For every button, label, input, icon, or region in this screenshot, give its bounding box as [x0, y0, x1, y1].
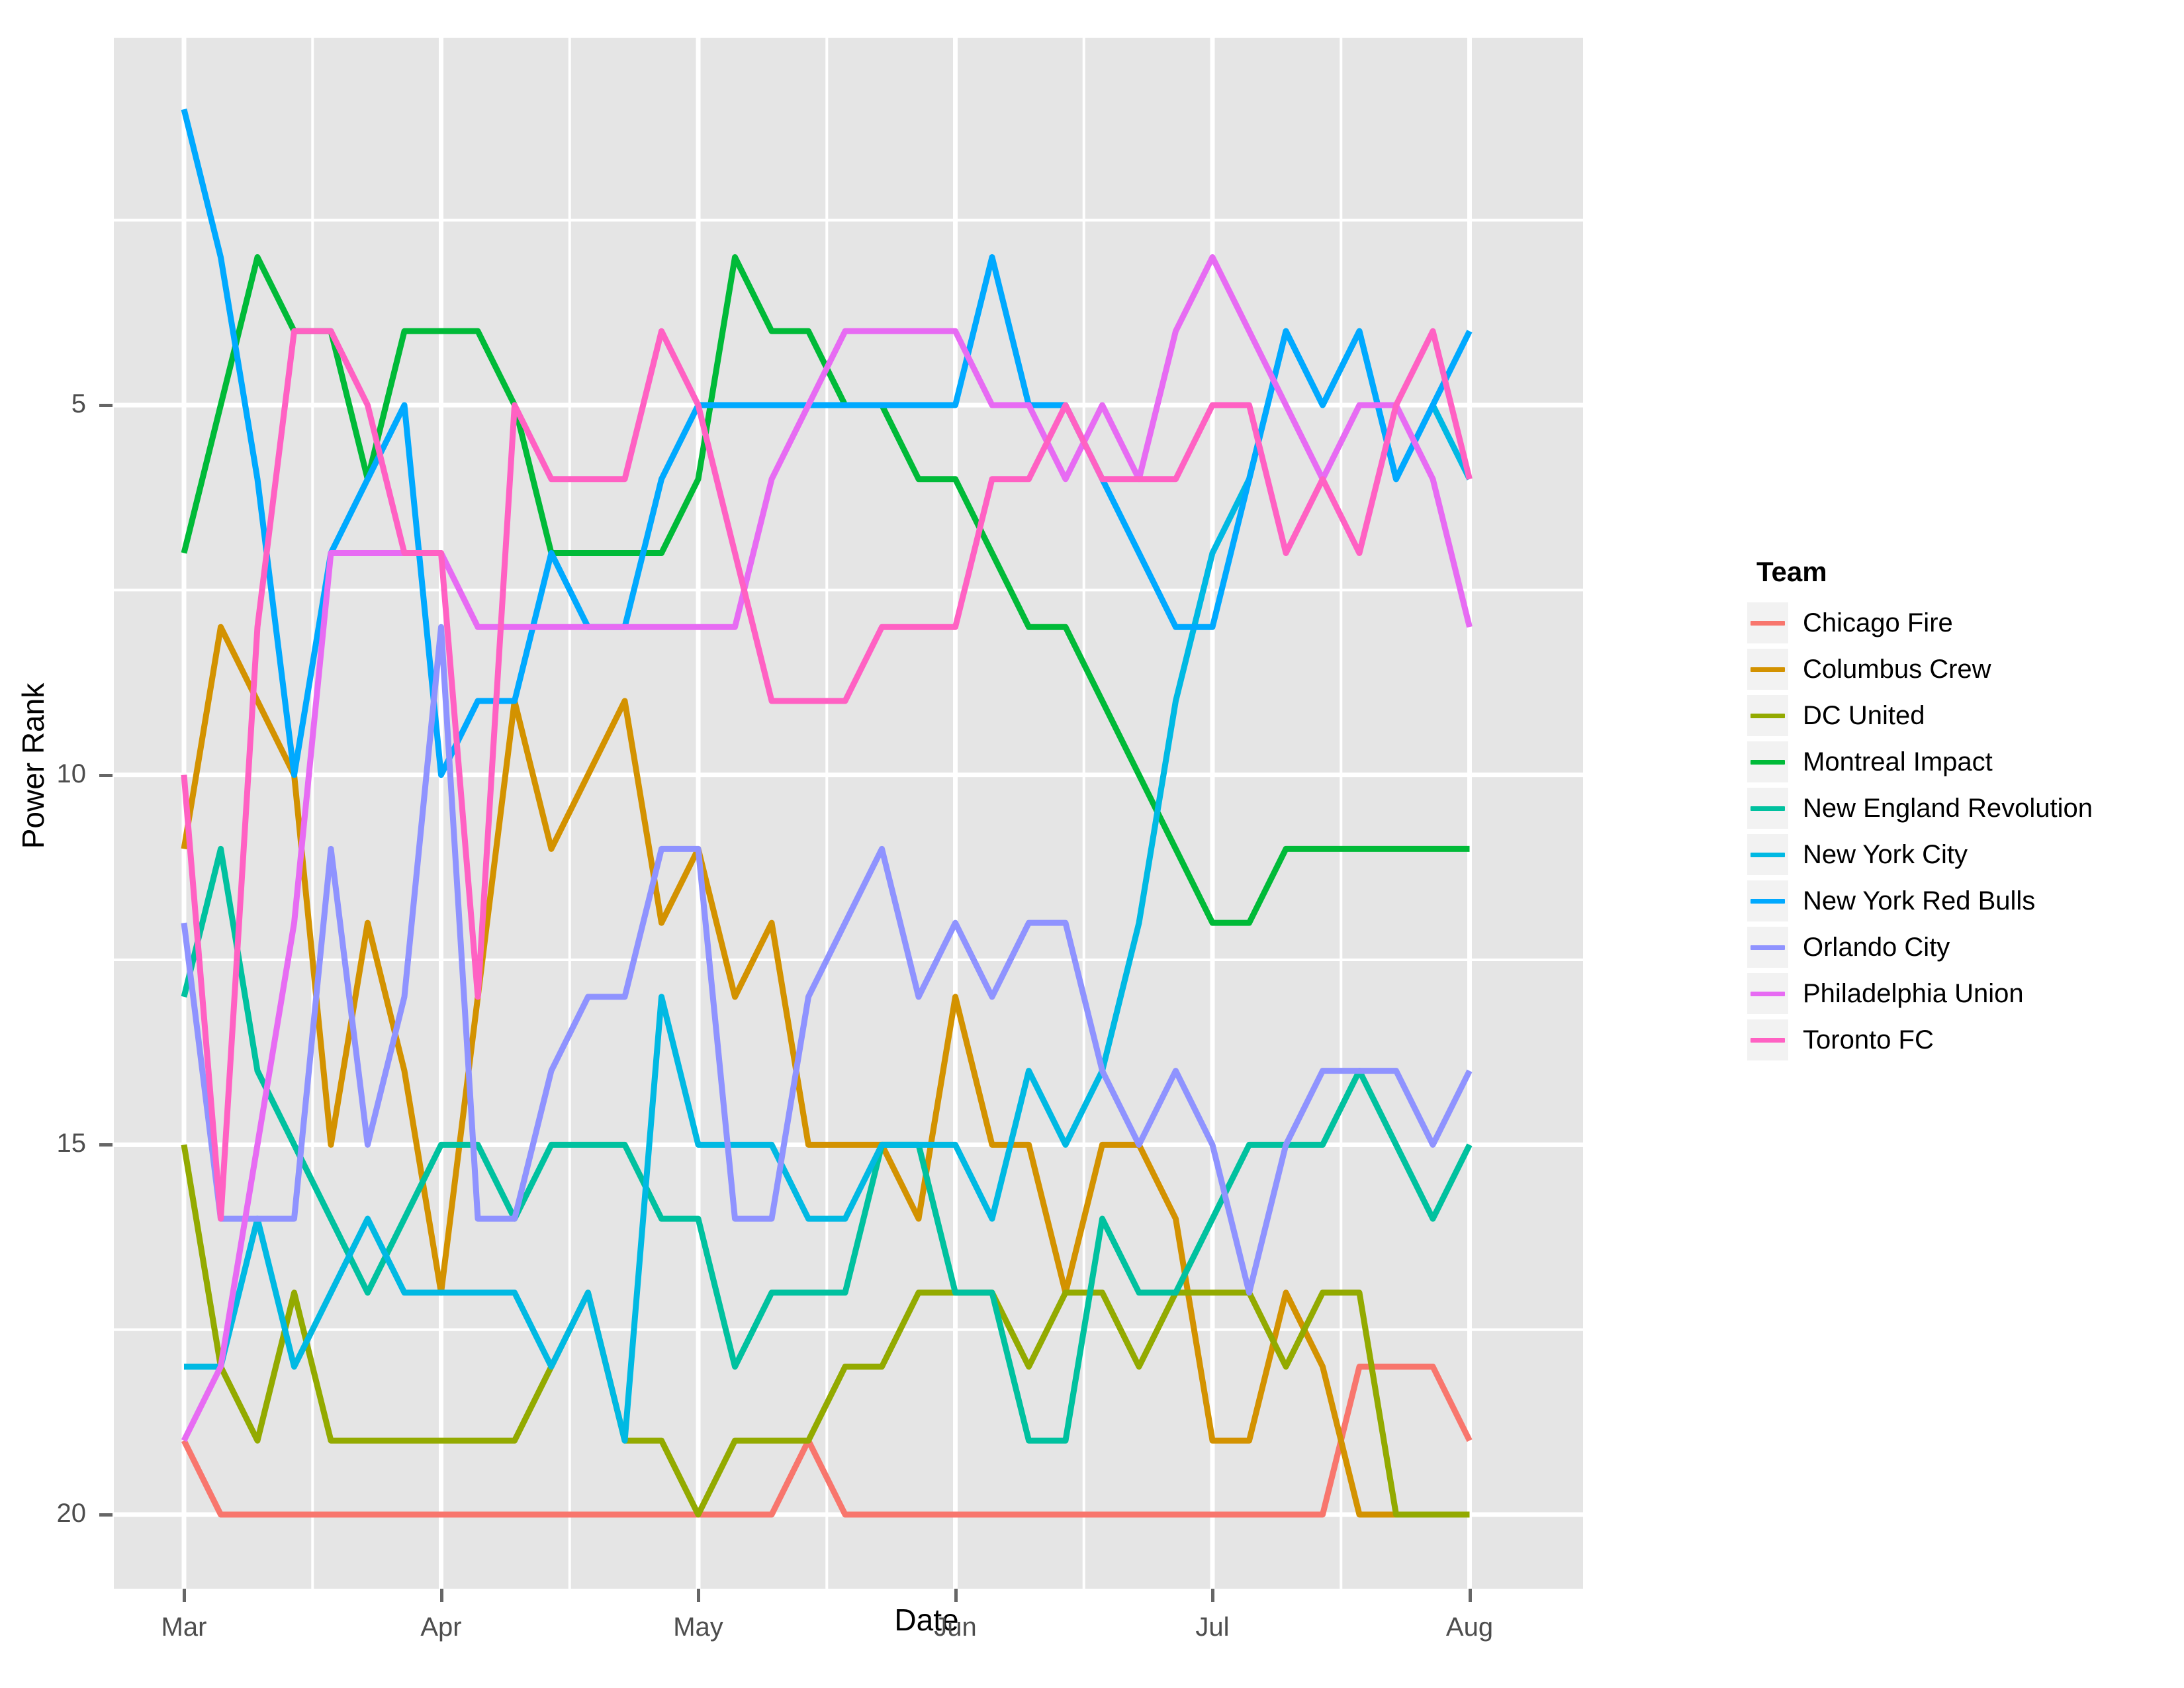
x-tick-label: Apr	[420, 1613, 462, 1642]
legend-color-line-icon	[1751, 852, 1785, 857]
legend-item-label: Philadelphia Union	[1803, 978, 2024, 1008]
legend-items: Chicago Fire Columbus Crew DC United Montre…	[1747, 600, 2144, 1063]
legend-item-label: New York Red Bulls	[1803, 886, 2036, 915]
series-line-chicago-fire	[181, 1364, 1473, 1518]
legend-item-columbus-crew[interactable]: Columbus Crew	[1747, 646, 2144, 692]
legend-item-label: New England Revolution	[1803, 793, 2093, 823]
legend-color-line-icon	[1751, 667, 1785, 672]
legend-key-swatch	[1747, 788, 1788, 829]
x-tick-label: May	[673, 1613, 723, 1642]
x-tick-mark	[1211, 1589, 1214, 1602]
series-line-dc-united	[181, 1144, 1470, 1518]
y-tick-label: 15	[56, 1129, 87, 1158]
legend-item-label: Orlando City	[1803, 932, 1950, 962]
legend-item-label: Chicago Fire	[1803, 608, 1953, 637]
legend-item-chicago-fire[interactable]: Chicago Fire	[1747, 600, 2144, 646]
y-tick-mark	[99, 1513, 113, 1517]
legend-color-line-icon	[1751, 806, 1785, 811]
y-tick-mark	[99, 1143, 113, 1147]
series-line-columbus-crew	[181, 624, 1470, 1518]
legend-color-line-icon	[1751, 991, 1785, 996]
legend-key-swatch	[1747, 649, 1788, 690]
x-tick-label: Mar	[161, 1613, 207, 1642]
legend-item-montreal-impact[interactable]: Montreal Impact	[1747, 739, 2144, 785]
legend-item-new-england-revolution[interactable]: New England Revolution	[1747, 785, 2144, 831]
legend-item-label: Columbus Crew	[1803, 654, 1991, 684]
legend-key-swatch	[1747, 880, 1788, 921]
legend-color-line-icon	[1751, 1037, 1785, 1043]
y-tick-mark	[99, 773, 113, 777]
legend-item-new-york-city[interactable]: New York City	[1747, 831, 2144, 878]
legend: Team Chicago Fire Columbus Crew DC United M…	[1747, 556, 2144, 1063]
x-tick-label: Jun	[934, 1613, 977, 1642]
legend-color-line-icon	[1751, 713, 1785, 718]
x-tick-label: Jul	[1195, 1613, 1230, 1642]
series-line-new-york-red-bulls	[181, 108, 1473, 778]
legend-color-line-icon	[1751, 620, 1785, 626]
legend-key-swatch	[1747, 741, 1788, 782]
legend-key-swatch	[1747, 602, 1788, 643]
y-tick-label: 5	[71, 389, 86, 418]
legend-key-swatch	[1747, 695, 1788, 736]
legend-item-label: Toronto FC	[1803, 1025, 1934, 1055]
legend-item-label: Montreal Impact	[1803, 747, 1993, 776]
series-line-philadelphia-union	[181, 254, 1473, 1442]
y-tick-label: 10	[56, 759, 87, 788]
x-axis-title: Date	[894, 1603, 959, 1637]
y-tick-mark	[99, 404, 113, 407]
legend-item-label: DC United	[1803, 700, 1925, 730]
legend-color-line-icon	[1751, 759, 1785, 765]
x-tick-label: Aug	[1445, 1613, 1494, 1642]
legend-item-new-york-red-bulls[interactable]: New York Red Bulls	[1747, 878, 2144, 924]
x-tick-mark	[439, 1589, 443, 1602]
legend-title: Team	[1756, 556, 1827, 587]
legend-item-philadelphia-union[interactable]: Philadelphia Union	[1747, 970, 2144, 1017]
legend-item-dc-united[interactable]: DC United	[1747, 692, 2144, 739]
plot-panel	[114, 38, 1583, 1589]
legend-color-line-icon	[1751, 945, 1785, 950]
x-tick-mark	[954, 1589, 958, 1602]
legend-key-swatch	[1747, 834, 1788, 875]
series-line-new-england-revolution	[181, 845, 1473, 1444]
legend-key-swatch	[1747, 973, 1788, 1014]
legend-color-line-icon	[1751, 898, 1785, 904]
legend-key-swatch	[1747, 927, 1788, 968]
series-layer	[181, 108, 1473, 1518]
legend-item-orlando-city[interactable]: Orlando City	[1747, 924, 2144, 970]
y-tick-label: 20	[56, 1499, 87, 1528]
x-tick-mark	[1468, 1589, 1472, 1602]
legend-item-toronto-fc[interactable]: Toronto FC	[1747, 1017, 2144, 1063]
series-line-toronto-fc	[181, 328, 1473, 1222]
legend-key-swatch	[1747, 1019, 1788, 1060]
x-tick-mark	[183, 1589, 186, 1602]
x-tick-mark	[697, 1589, 700, 1602]
legend-item-label: New York City	[1803, 839, 1968, 869]
series-line-orlando-city	[181, 624, 1473, 1296]
